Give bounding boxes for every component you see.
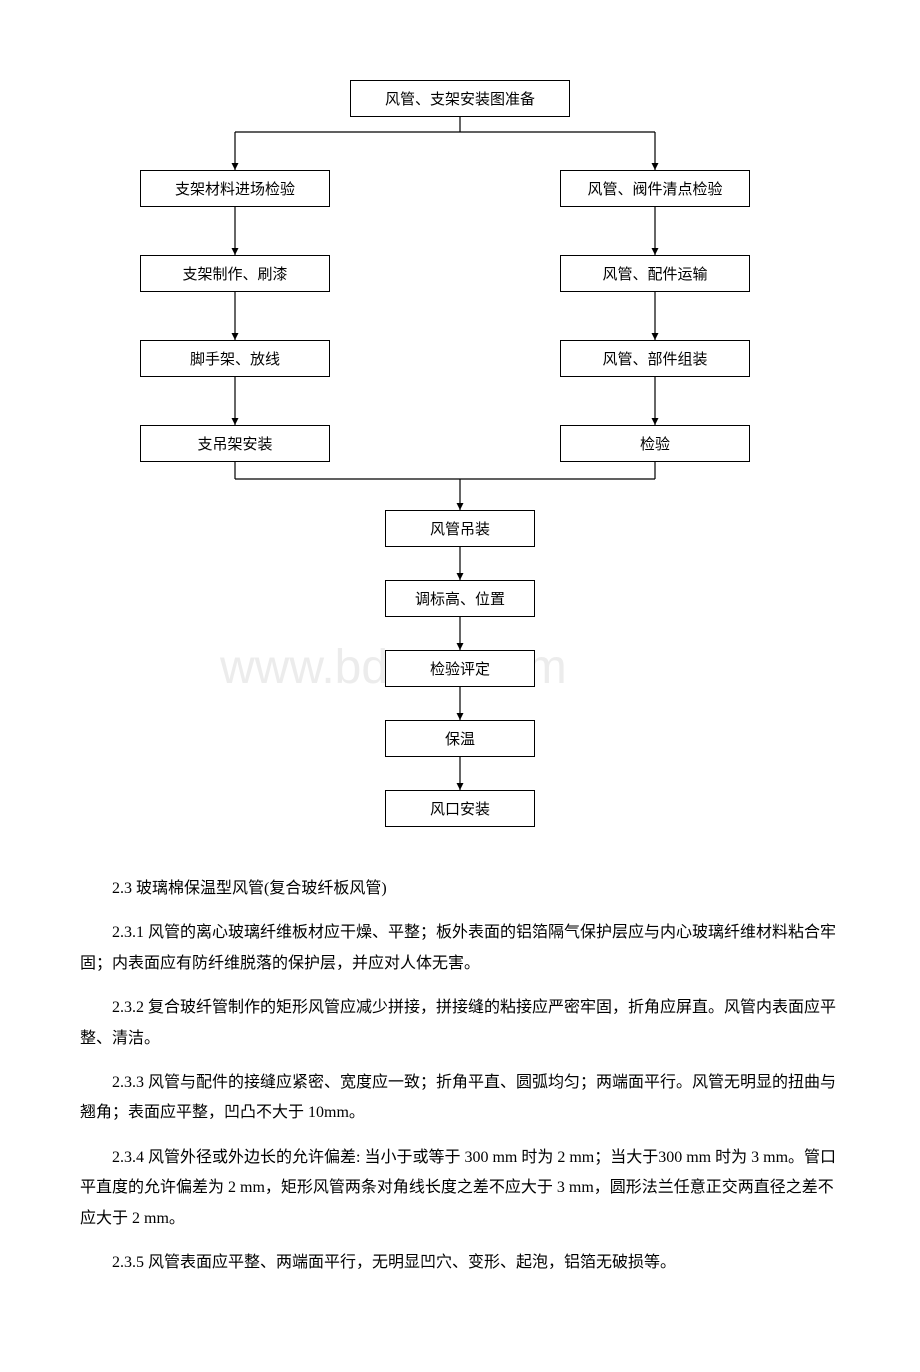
paragraph: 2.3.4 风管外径或外边长的允许偏差: 当小于或等于 300 mm 时为 2 … <box>80 1143 840 1234</box>
flow-left-2: 脚手架、放线 <box>140 340 330 377</box>
flow-right-2: 风管、部件组装 <box>560 340 750 377</box>
body-text: 2.3 玻璃棉保温型风管(复合玻纤板风管) 2.3.1 风管的离心玻璃纤维板材应… <box>60 874 860 1278</box>
flow-right-0: 风管、阀件清点检验 <box>560 170 750 207</box>
section-heading: 2.3 玻璃棉保温型风管(复合玻纤板风管) <box>80 874 840 904</box>
flow-bottom-3: 保温 <box>385 720 535 757</box>
flow-left-1: 支架制作、刷漆 <box>140 255 330 292</box>
paragraph: 2.3.1 风管的离心玻璃纤维板材应干燥、平整；板外表面的铝箔隔气保护层应与内心… <box>80 918 840 979</box>
flow-right-1: 风管、配件运输 <box>560 255 750 292</box>
flow-bottom-2: 检验评定 <box>385 650 535 687</box>
flow-right-3: 检验 <box>560 425 750 462</box>
flow-bottom-1: 调标高、位置 <box>385 580 535 617</box>
flow-left-0: 支架材料进场检验 <box>140 170 330 207</box>
paragraph: 2.3.5 风管表面应平整、两端面平行，无明显凹穴、变形、起泡，铝箔无破损等。 <box>80 1248 840 1278</box>
flow-left-3: 支吊架安装 <box>140 425 330 462</box>
flowchart-container: 风管、支架安装图准备支架材料进场检验支架制作、刷漆脚手架、放线支吊架安装 风管、阀… <box>60 80 860 834</box>
flow-top: 风管、支架安装图准备 <box>350 80 570 117</box>
paragraph: 2.3.3 风管与配件的接缝应紧密、宽度应一致；折角平直、圆弧均匀；两端面平行。… <box>80 1068 840 1129</box>
paragraph: 2.3.2 复合玻纤管制作的矩形风管应减少拼接，拼接缝的粘接应严密牢固，折角应屏… <box>80 993 840 1054</box>
flow-bottom-4: 风口安装 <box>385 790 535 827</box>
flow-bottom-0: 风管吊装 <box>385 510 535 547</box>
